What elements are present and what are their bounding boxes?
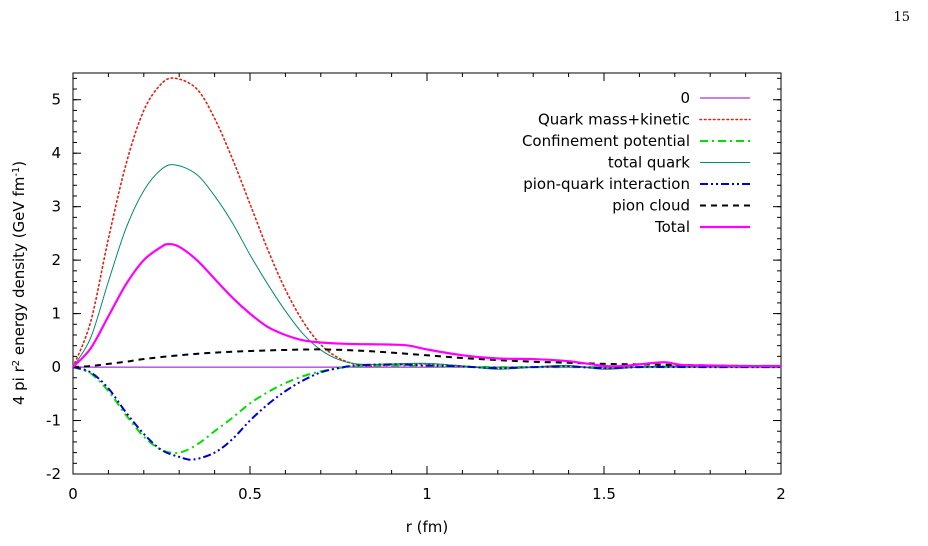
y-tick-label: 5 — [51, 91, 61, 109]
x-tick-label: 0.5 — [238, 485, 262, 503]
series-line-confinement-potential — [72, 364, 781, 454]
y-tick-label: 1 — [51, 305, 61, 323]
x-tick-label: 1.5 — [592, 485, 616, 503]
series-line-total — [72, 242, 782, 368]
legend-label-confinement-potential: Confinement potential — [522, 132, 690, 150]
legend-label-total-quark: total quark — [608, 154, 690, 172]
y-tick-label: -1 — [46, 412, 61, 430]
legend-label-pion-quark-interaction: pion-quark interaction — [523, 175, 690, 193]
y-axis-label: 4 pi r2 energy density (GeV fm-1) — [10, 161, 28, 405]
axis-ticks: 0 0.5 1 1.5 2 -2 -1 0 1 2 3 4 5 — [46, 73, 786, 503]
y-tick-label: 2 — [51, 251, 61, 269]
y-tick-label: 4 — [51, 144, 61, 162]
y-tick-label: 3 — [51, 198, 61, 216]
x-axis-label: r (fm) — [406, 518, 449, 536]
page-number: 15 — [893, 10, 910, 25]
x-tick-label: 2 — [776, 485, 786, 503]
series-layer — [72, 77, 782, 461]
legend: 0 Quark mass+kinetic Confinement potential… — [522, 89, 751, 236]
x-tick-label: 0 — [68, 485, 78, 503]
series-line-pion-cloud — [72, 348, 782, 369]
legend-label-0: 0 — [680, 89, 690, 107]
legend-label-total: Total — [654, 218, 690, 236]
legend-label-quark-mass-kinetic: Quark mass+kinetic — [538, 111, 690, 129]
y-tick-label: -2 — [46, 465, 61, 483]
x-tick-label: 1 — [422, 485, 432, 503]
y-tick-label: 0 — [51, 358, 61, 376]
series-line-pion-quark-interaction — [72, 363, 781, 461]
series-line-total-quark — [72, 164, 782, 370]
legend-label-pion-cloud: pion cloud — [612, 197, 690, 215]
